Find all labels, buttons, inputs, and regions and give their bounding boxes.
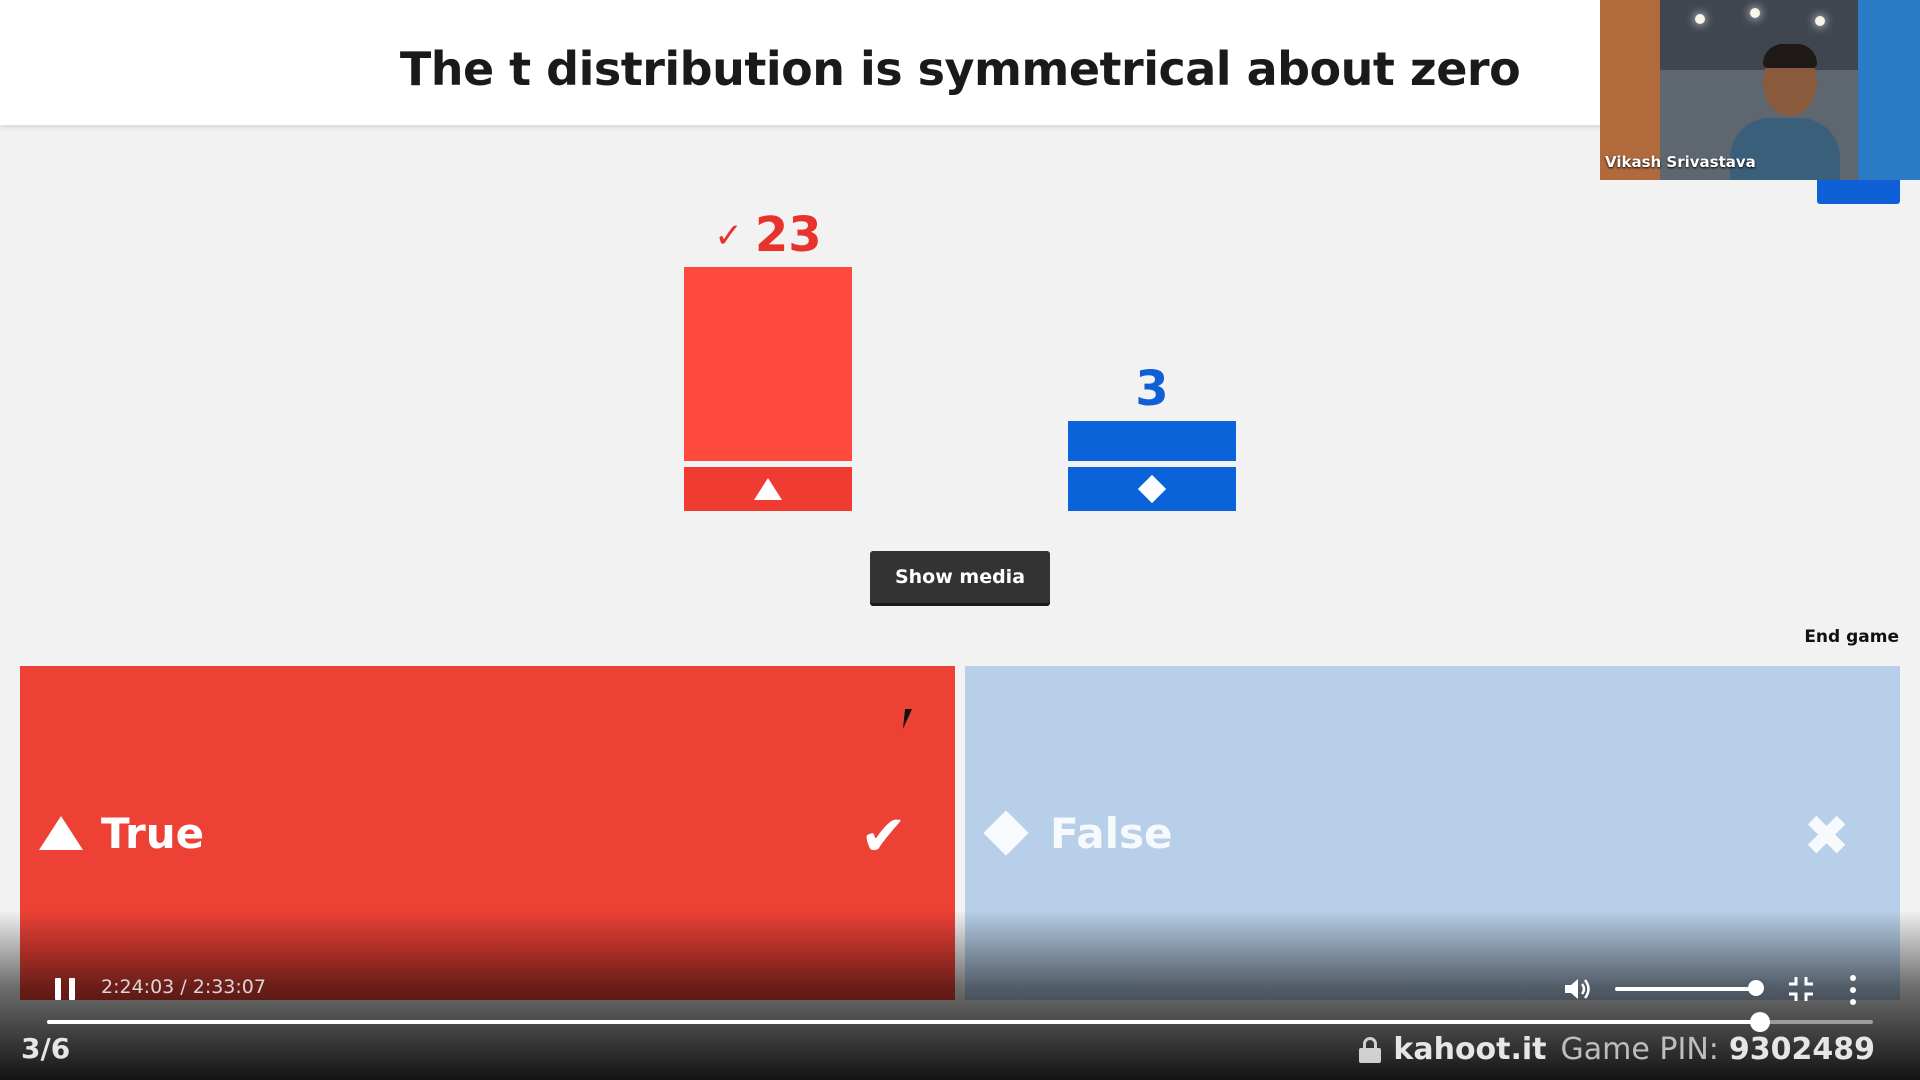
player-time: 2:24:03 / 2:33:07	[101, 976, 266, 998]
pin-label: Game PIN:	[1560, 1032, 1719, 1067]
diamond-icon	[1137, 474, 1167, 504]
false-count-label: 3	[1068, 361, 1236, 417]
webcam-name-label: Vikash Srivastava	[1605, 153, 1756, 171]
triangle-icon	[754, 478, 782, 500]
triangle-icon	[39, 816, 83, 850]
webcam-light	[1750, 8, 1760, 18]
true-count-label: ✓ 23	[684, 207, 852, 263]
end-game-button[interactable]: End game	[1804, 627, 1899, 647]
lock-icon[interactable]	[1359, 1036, 1382, 1063]
blue-tab	[1817, 180, 1900, 204]
pin-value: 9302489	[1728, 1032, 1875, 1067]
question-title: The t distribution is symmetrical about …	[399, 42, 1521, 96]
bar-false-base	[1068, 467, 1236, 511]
answer-false-label: False	[1050, 808, 1173, 858]
check-icon: ✓	[714, 216, 743, 256]
presenter-body	[1730, 118, 1840, 180]
mouse-cursor	[902, 709, 920, 729]
volume-knob[interactable]	[1748, 980, 1764, 996]
answer-true-label: True	[101, 808, 205, 858]
game-pin-bar: kahoot.it Game PIN: 9302489	[1359, 1032, 1875, 1067]
bar-true	[684, 267, 852, 461]
diamond-icon	[983, 810, 1029, 856]
more-options-icon[interactable]	[1846, 975, 1860, 1005]
pause-icon[interactable]	[55, 978, 75, 1000]
exit-fullscreen-icon[interactable]	[1787, 975, 1815, 1003]
presenter-hair	[1763, 44, 1817, 68]
webcam-light	[1815, 16, 1825, 26]
volume-icon[interactable]	[1563, 975, 1593, 1003]
true-count: 23	[754, 207, 822, 263]
webcam-light	[1695, 14, 1705, 24]
webcam-wall	[1600, 0, 1660, 180]
check-icon: ✔	[860, 804, 907, 869]
close-icon: ✖	[1803, 804, 1850, 869]
volume-slider[interactable]	[1615, 987, 1755, 991]
false-count: 3	[1135, 361, 1169, 417]
webcam-feed: Vikash Srivastava	[1600, 0, 1920, 180]
bar-false	[1068, 421, 1236, 461]
site-label: kahoot.it	[1393, 1032, 1547, 1067]
question-counter: 3/6	[21, 1032, 71, 1065]
player-overlay	[0, 910, 1920, 1080]
progress-fill	[47, 1020, 1760, 1024]
webcam-door	[1858, 0, 1920, 180]
show-media-button[interactable]: Show media	[870, 551, 1050, 603]
bar-true-base	[684, 467, 852, 511]
progress-knob[interactable]	[1750, 1012, 1770, 1032]
